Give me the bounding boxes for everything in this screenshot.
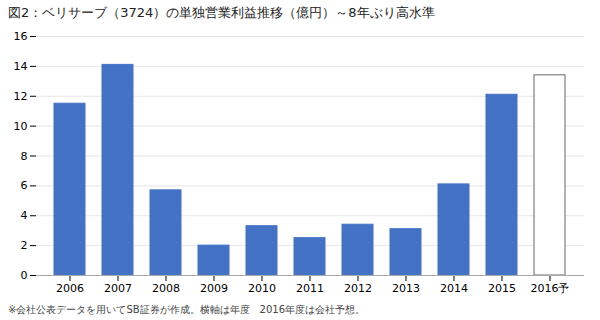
svg-text:14: 14: [14, 60, 28, 73]
svg-text:2015: 2015: [488, 282, 516, 295]
svg-text:6: 6: [21, 179, 28, 192]
svg-text:2008: 2008: [152, 282, 180, 295]
svg-text:2: 2: [21, 239, 28, 252]
svg-text:10: 10: [14, 120, 28, 133]
svg-text:2010: 2010: [248, 282, 276, 295]
svg-text:12: 12: [14, 90, 28, 103]
svg-text:16: 16: [14, 30, 28, 43]
svg-text:2009: 2009: [200, 282, 228, 295]
svg-text:2011: 2011: [296, 282, 324, 295]
svg-text:2014: 2014: [440, 282, 468, 295]
svg-text:2007: 2007: [104, 282, 132, 295]
svg-text:4: 4: [21, 209, 28, 222]
html-text:※会社公表データを用いてSB証券が作成。横軸は年度 2016: ※会社公表データを用いてSB証券が作成。横軸は年度 2016年度は会社予想。: [8, 303, 365, 315]
svg-text:2006: 2006: [56, 282, 84, 295]
svg-text:2013: 2013: [392, 282, 420, 295]
svg-text:0: 0: [21, 269, 28, 282]
svg-text:2016予: 2016予: [531, 282, 570, 295]
svg-text:2012: 2012: [344, 282, 372, 295]
svg-text:8: 8: [21, 149, 28, 162]
html-text:図2：ベリサーブ（3724）の単独営業利益推移（億円）～8年: 図2：ベリサーブ（3724）の単独営業利益推移（億円）～8年ぶり高水準: [8, 5, 435, 20]
